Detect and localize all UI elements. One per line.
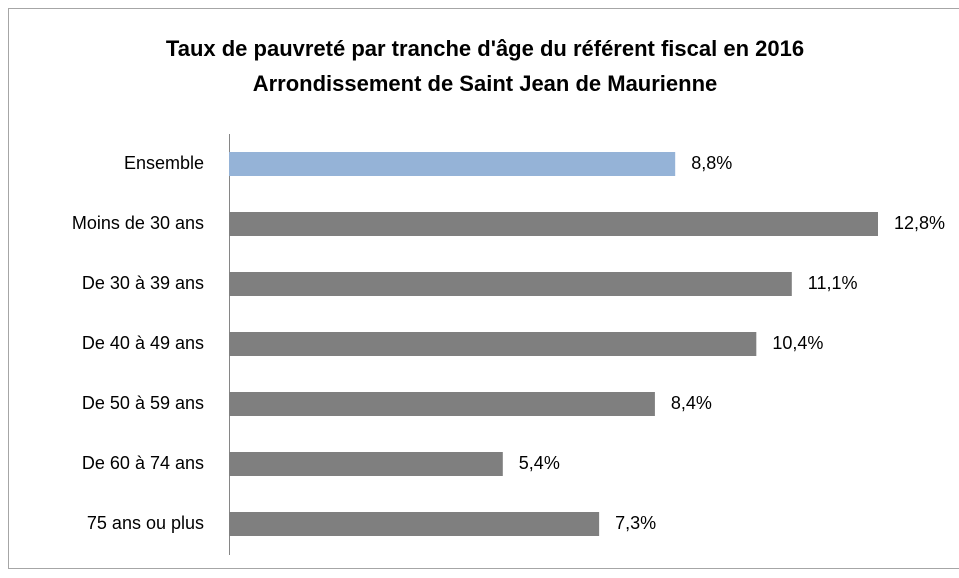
- value-label: 5,4%: [519, 453, 560, 473]
- category-label: 75 ans ou plus: [87, 513, 204, 533]
- value-label: 8,8%: [691, 153, 732, 173]
- bar: [229, 212, 878, 236]
- chart-title: Taux de pauvreté par tranche d'âge du ré…: [166, 36, 804, 61]
- bar: [229, 512, 600, 536]
- value-label: 7,3%: [615, 513, 656, 533]
- category-label: Moins de 30 ans: [72, 213, 204, 233]
- category-label: De 50 à 59 ans: [82, 393, 204, 413]
- bar: [229, 392, 655, 416]
- category-label: De 60 à 74 ans: [82, 453, 204, 473]
- value-label: 8,4%: [671, 393, 712, 413]
- chart-subtitle: Arrondissement de Saint Jean de Maurienn…: [253, 71, 718, 96]
- category-label: De 40 à 49 ans: [82, 333, 204, 353]
- value-label: 11,1%: [808, 273, 858, 293]
- bar: [229, 452, 503, 476]
- bar: [229, 272, 792, 296]
- bar: [229, 152, 676, 176]
- value-label: 10,4%: [772, 333, 823, 353]
- bar: [229, 332, 757, 356]
- value-label: 12,8%: [894, 213, 945, 233]
- category-label: Ensemble: [124, 153, 204, 173]
- category-label: De 30 à 39 ans: [82, 273, 204, 293]
